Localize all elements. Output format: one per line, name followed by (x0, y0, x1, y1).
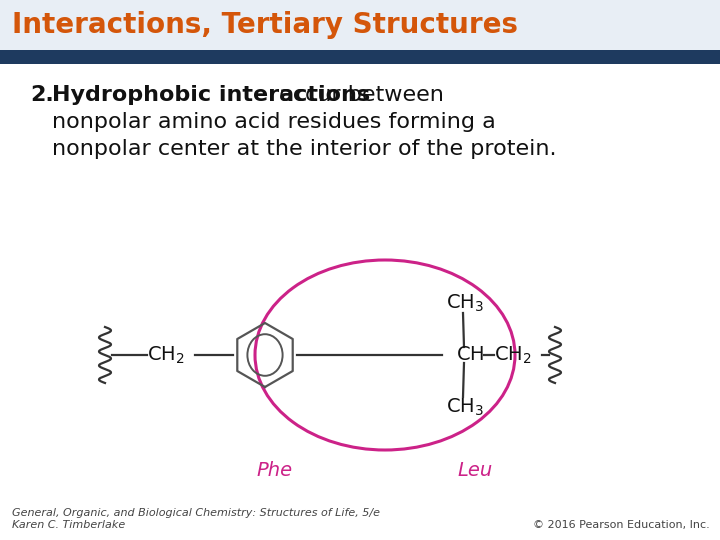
Text: © 2016 Pearson Education, Inc.: © 2016 Pearson Education, Inc. (534, 520, 710, 530)
FancyBboxPatch shape (0, 50, 720, 64)
Text: Phe: Phe (257, 461, 293, 480)
Text: $\mathdefault{CH_2}$: $\mathdefault{CH_2}$ (147, 345, 185, 366)
Text: Leu: Leu (457, 461, 492, 480)
Text: General, Organic, and Biological Chemistry: Structures of Life, 5/e
Karen C. Tim: General, Organic, and Biological Chemist… (12, 508, 380, 530)
Text: nonpolar center at the interior of the protein.: nonpolar center at the interior of the p… (52, 139, 557, 159)
FancyBboxPatch shape (0, 0, 720, 50)
Text: $\mathdefault{CH_3}$: $\mathdefault{CH_3}$ (446, 292, 484, 314)
Text: $\mathdefault{CH_3}$: $\mathdefault{CH_3}$ (446, 396, 484, 417)
Ellipse shape (255, 260, 515, 450)
Text: $\mathdefault{CH_2}$: $\mathdefault{CH_2}$ (494, 345, 532, 366)
Text: 2.: 2. (30, 85, 54, 105)
Text: occur between: occur between (272, 85, 444, 105)
Text: Hydrophobic interactions: Hydrophobic interactions (52, 85, 370, 105)
Text: Interactions, Tertiary Structures: Interactions, Tertiary Structures (12, 11, 518, 39)
Text: $\mathdefault{CH}$: $\mathdefault{CH}$ (456, 346, 485, 365)
Text: nonpolar amino acid residues forming a: nonpolar amino acid residues forming a (52, 112, 496, 132)
